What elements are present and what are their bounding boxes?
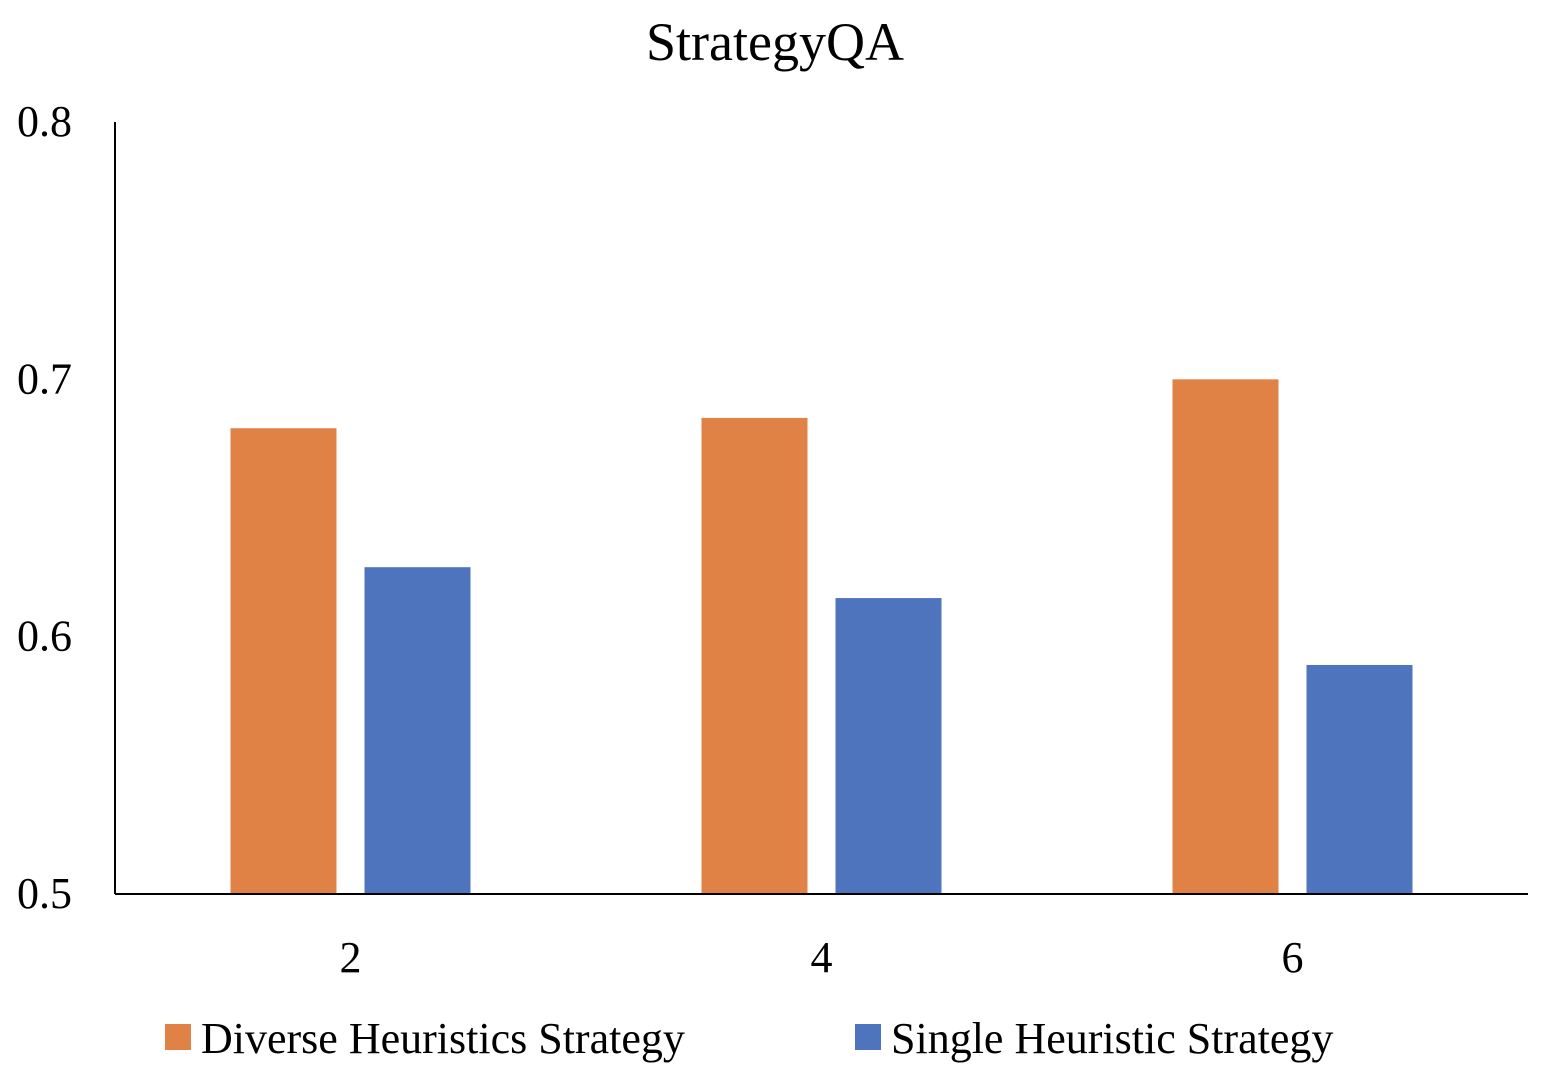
bars <box>230 379 1413 894</box>
x-tick-label: 4 <box>811 933 833 982</box>
y-tick-label: 0.5 <box>17 869 72 918</box>
bar-single-6 <box>1306 664 1413 894</box>
y-axis-ticks: 0.5 0.6 0.7 0.8 <box>17 97 72 918</box>
y-tick-label: 0.8 <box>17 97 72 146</box>
legend-swatch <box>165 1024 191 1050</box>
legend: Diverse Heuristics Strategy Single Heuris… <box>165 1014 1333 1063</box>
y-tick-label: 0.7 <box>17 354 72 403</box>
bar-diverse-2 <box>230 428 337 894</box>
x-tick-label: 2 <box>340 933 362 982</box>
y-tick-label: 0.6 <box>17 612 72 661</box>
legend-label: Single Heuristic Strategy <box>891 1014 1333 1063</box>
legend-swatch <box>855 1024 881 1050</box>
legend-label: Diverse Heuristics Strategy <box>201 1014 685 1063</box>
bar-single-2 <box>364 567 471 894</box>
bar-diverse-6 <box>1172 379 1279 894</box>
x-tick-label: 6 <box>1282 933 1304 982</box>
chart-title: StrategyQA <box>646 12 904 72</box>
x-axis-ticks: 2 4 6 <box>340 933 1304 982</box>
bar-single-4 <box>835 598 942 894</box>
bar-diverse-4 <box>701 417 808 894</box>
